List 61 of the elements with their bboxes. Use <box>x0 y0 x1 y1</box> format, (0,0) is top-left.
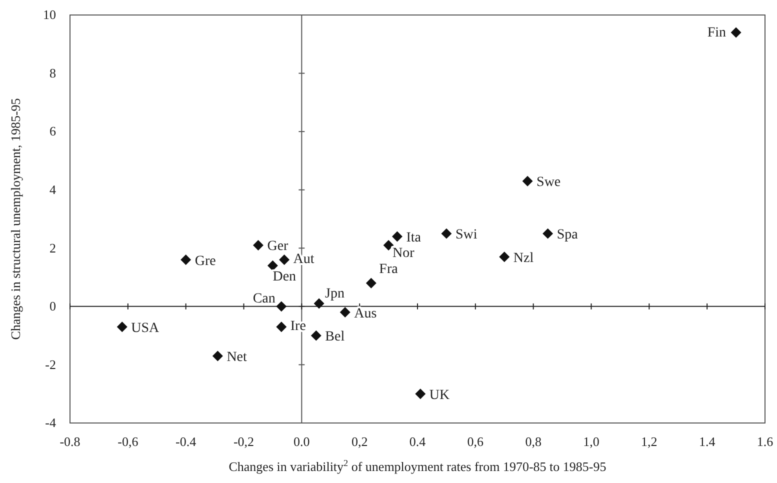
point <box>499 252 510 262</box>
x-axis-title: Changes in variability$^{2}$ of unemployment rates from 1970-85 to 1985-95 <box>228 458 606 474</box>
x-tick-label: 1.4 <box>698 434 716 450</box>
point <box>542 228 554 239</box>
series-label: Aus <box>354 306 377 322</box>
series-label: Nzl <box>513 250 534 266</box>
x-tick-label: 0.4 <box>409 434 426 450</box>
point <box>392 231 402 242</box>
point <box>310 330 322 341</box>
point <box>276 301 287 312</box>
series-label: Swi <box>455 228 478 243</box>
series-label: Jpn <box>325 286 344 302</box>
point <box>522 176 533 186</box>
x-tick-label: 1,0 <box>583 434 600 450</box>
series-label: Den <box>272 270 296 285</box>
y-tick-label: 10 <box>43 7 56 22</box>
series-label: Fra <box>379 262 399 278</box>
series-label: Ita <box>406 230 422 246</box>
x-tick-label: 0.0 <box>294 434 310 450</box>
series-label: Net <box>226 350 248 365</box>
series-label: UK <box>429 388 450 403</box>
x-tick-label: 1,2 <box>641 434 658 450</box>
x-tick-label: -0.4 <box>176 434 197 450</box>
point <box>279 254 290 266</box>
point <box>116 322 128 332</box>
y-tick-label: -4 <box>45 415 56 430</box>
point <box>366 278 376 288</box>
series-label: Fin <box>707 25 726 40</box>
x-tick-label: -0,2 <box>233 434 254 450</box>
point <box>267 260 278 271</box>
series-label: Gre <box>194 254 216 269</box>
x-tick-label: 0,6 <box>467 434 484 450</box>
y-axis-title: Changes in structural unemployment, 1985-95 <box>8 98 23 340</box>
point <box>441 228 452 239</box>
x-tick-label: -0.8 <box>60 434 80 450</box>
point <box>276 322 287 332</box>
y-tick-label: 8 <box>50 65 56 80</box>
point <box>730 27 742 38</box>
series-label: Ger <box>267 239 289 254</box>
point <box>415 388 426 400</box>
y-tick-label: 0 <box>50 298 56 314</box>
y-tick-label: 6 <box>50 124 56 139</box>
x-tick-label: 1.6 <box>756 434 774 450</box>
point <box>340 307 350 318</box>
y-tick-label: -2 <box>45 356 56 372</box>
series-label: Spa <box>556 228 579 243</box>
series-label: Nor <box>392 246 415 262</box>
series-label: Swe <box>536 175 561 190</box>
point <box>212 350 223 362</box>
y-tick-label: 2 <box>50 240 56 256</box>
x-tick-label: -0,6 <box>118 434 139 450</box>
series-label: USA <box>131 320 160 336</box>
point <box>314 298 324 309</box>
point <box>252 240 264 250</box>
point <box>383 240 394 250</box>
series-label: Bel <box>325 330 345 345</box>
x-tick-label: 0,8 <box>525 434 542 450</box>
x-tick-label: 0,2 <box>351 434 368 450</box>
series-label: Can <box>252 291 276 306</box>
point <box>180 254 192 266</box>
y-tick-label: 4 <box>50 182 56 198</box>
